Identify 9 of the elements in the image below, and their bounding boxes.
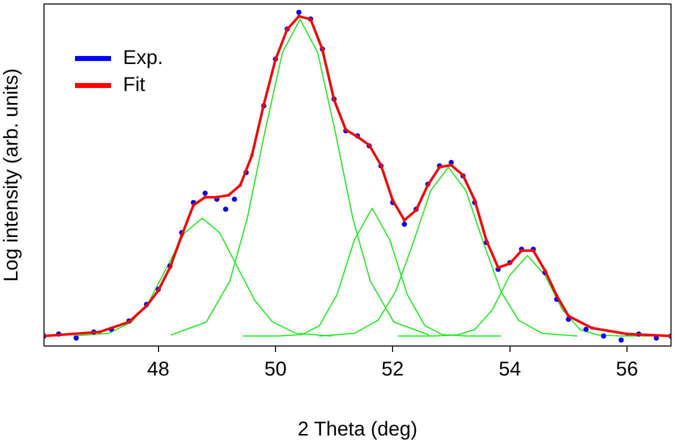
x-tick-label: 48 (147, 358, 170, 381)
x-axis-title: 2 Theta (deg) (298, 418, 418, 441)
x-tick-label: 56 (616, 358, 638, 381)
y-axis-title: Log intensity (arb. units) (0, 68, 23, 282)
legend-label: Fit (123, 74, 146, 97)
x-tick-label: 50 (264, 358, 287, 381)
legend-label: Exp. (123, 47, 164, 70)
x-tick-label: 54 (498, 358, 521, 381)
x-tick-label: 52 (382, 358, 404, 381)
